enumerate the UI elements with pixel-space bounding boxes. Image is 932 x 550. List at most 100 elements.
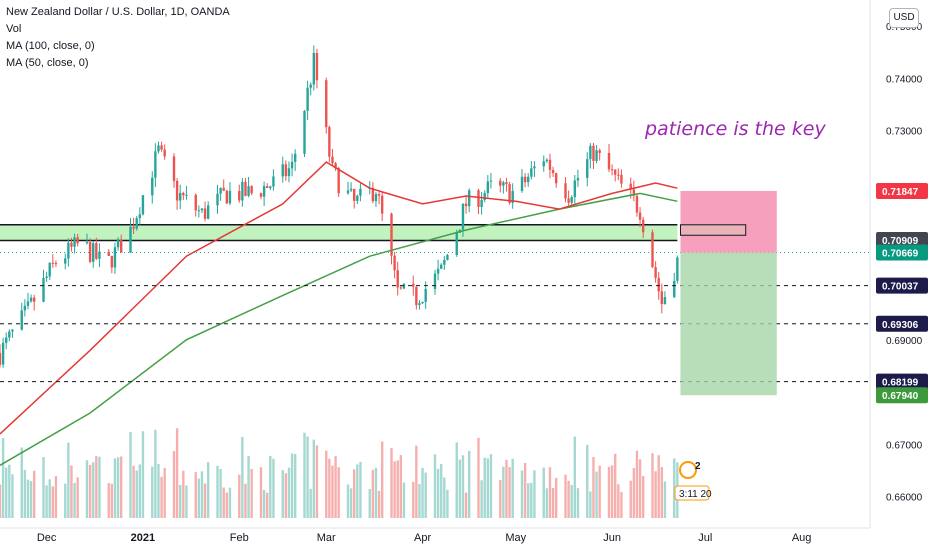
candle[interactable]: [26, 301, 30, 306]
candle[interactable]: [266, 186, 269, 188]
candle[interactable]: [51, 262, 55, 264]
candle[interactable]: [23, 305, 27, 311]
candle[interactable]: [607, 152, 611, 170]
candle[interactable]: [638, 212, 642, 220]
candle[interactable]: [359, 188, 362, 196]
candle[interactable]: [502, 182, 505, 186]
candle[interactable]: [651, 232, 654, 268]
candle[interactable]: [632, 189, 636, 196]
candle[interactable]: [325, 80, 328, 128]
candle[interactable]: [570, 197, 573, 203]
entry-box[interactable]: [679, 224, 747, 236]
candle[interactable]: [617, 174, 620, 176]
candle[interactable]: [455, 232, 458, 255]
price-label[interactable]: 0.70909: [882, 236, 919, 247]
candle[interactable]: [461, 203, 465, 230]
candle[interactable]: [179, 192, 182, 201]
candle[interactable]: [421, 301, 424, 304]
candle[interactable]: [446, 254, 449, 260]
candle[interactable]: [477, 190, 480, 208]
candle[interactable]: [54, 263, 58, 265]
candle[interactable]: [160, 145, 163, 150]
candle[interactable]: [20, 310, 23, 330]
candle[interactable]: [654, 267, 657, 278]
candle[interactable]: [551, 169, 555, 174]
candle[interactable]: [520, 176, 524, 191]
event-icon[interactable]: [679, 461, 697, 479]
candle[interactable]: [244, 181, 247, 196]
candle[interactable]: [548, 159, 552, 170]
candle[interactable]: [281, 164, 284, 177]
candle[interactable]: [163, 149, 166, 157]
candle[interactable]: [182, 192, 185, 196]
candle[interactable]: [486, 181, 490, 194]
chart-title[interactable]: New Zealand Dollar / U.S. Dollar, 1D, OA…: [6, 6, 230, 18]
stop-loss-zone[interactable]: [680, 190, 777, 253]
candle[interactable]: [132, 226, 135, 229]
candle[interactable]: [76, 237, 79, 244]
candle[interactable]: [660, 291, 664, 305]
candle[interactable]: [418, 303, 421, 306]
candle[interactable]: [346, 190, 350, 194]
candle[interactable]: [657, 277, 660, 292]
candle[interactable]: [287, 168, 291, 177]
candle[interactable]: [598, 150, 601, 153]
candle[interactable]: [443, 259, 446, 265]
candle[interactable]: [440, 264, 443, 269]
candle[interactable]: [222, 187, 225, 191]
indicator-ma-100[interactable]: MA (100, close, 0): [6, 40, 95, 52]
ma-100-line[interactable]: [0, 161, 678, 435]
currency-button[interactable]: USD: [889, 8, 919, 28]
indicator-volume[interactable]: Vol: [6, 23, 22, 35]
candle[interactable]: [337, 168, 340, 194]
support-zone[interactable]: [0, 224, 678, 241]
candle[interactable]: [67, 242, 70, 259]
candle[interactable]: [610, 169, 614, 171]
candle[interactable]: [620, 174, 623, 184]
candle[interactable]: [402, 283, 406, 289]
candle[interactable]: [356, 195, 359, 201]
candle[interactable]: [228, 190, 232, 204]
candle[interactable]: [576, 177, 580, 181]
candle[interactable]: [92, 243, 95, 262]
candle[interactable]: [586, 159, 589, 178]
candle[interactable]: [185, 194, 188, 196]
candle[interactable]: [219, 187, 222, 194]
candle[interactable]: [247, 186, 250, 196]
candle[interactable]: [88, 242, 92, 262]
candle[interactable]: [110, 255, 114, 268]
candle[interactable]: [250, 186, 253, 194]
indicator-ma-50[interactable]: MA (50, close, 0): [6, 57, 89, 69]
candle[interactable]: [206, 205, 210, 219]
candle[interactable]: [508, 184, 511, 203]
candle[interactable]: [203, 208, 207, 219]
candle[interactable]: [527, 176, 530, 183]
candle[interactable]: [467, 190, 471, 207]
candle[interactable]: [225, 190, 229, 204]
candle[interactable]: [284, 164, 288, 177]
candle[interactable]: [172, 156, 176, 181]
candle[interactable]: [141, 195, 145, 215]
candle[interactable]: [396, 270, 399, 288]
candle[interactable]: [483, 193, 486, 200]
candle[interactable]: [595, 150, 598, 161]
candle[interactable]: [567, 198, 570, 203]
candle[interactable]: [564, 183, 567, 199]
candle[interactable]: [303, 110, 306, 154]
candle[interactable]: [119, 239, 123, 253]
candle[interactable]: [589, 145, 592, 160]
candle[interactable]: [480, 199, 483, 208]
candle[interactable]: [70, 242, 73, 247]
candle[interactable]: [45, 276, 48, 279]
candle[interactable]: [216, 193, 219, 206]
candle[interactable]: [641, 219, 645, 233]
candle[interactable]: [334, 163, 337, 169]
candle[interactable]: [293, 153, 297, 162]
candle[interactable]: [673, 280, 676, 298]
candle[interactable]: [11, 329, 14, 332]
price-label[interactable]: 0.71847: [882, 187, 919, 198]
candle[interactable]: [390, 213, 393, 256]
candle[interactable]: [138, 214, 142, 219]
candle[interactable]: [399, 287, 403, 289]
